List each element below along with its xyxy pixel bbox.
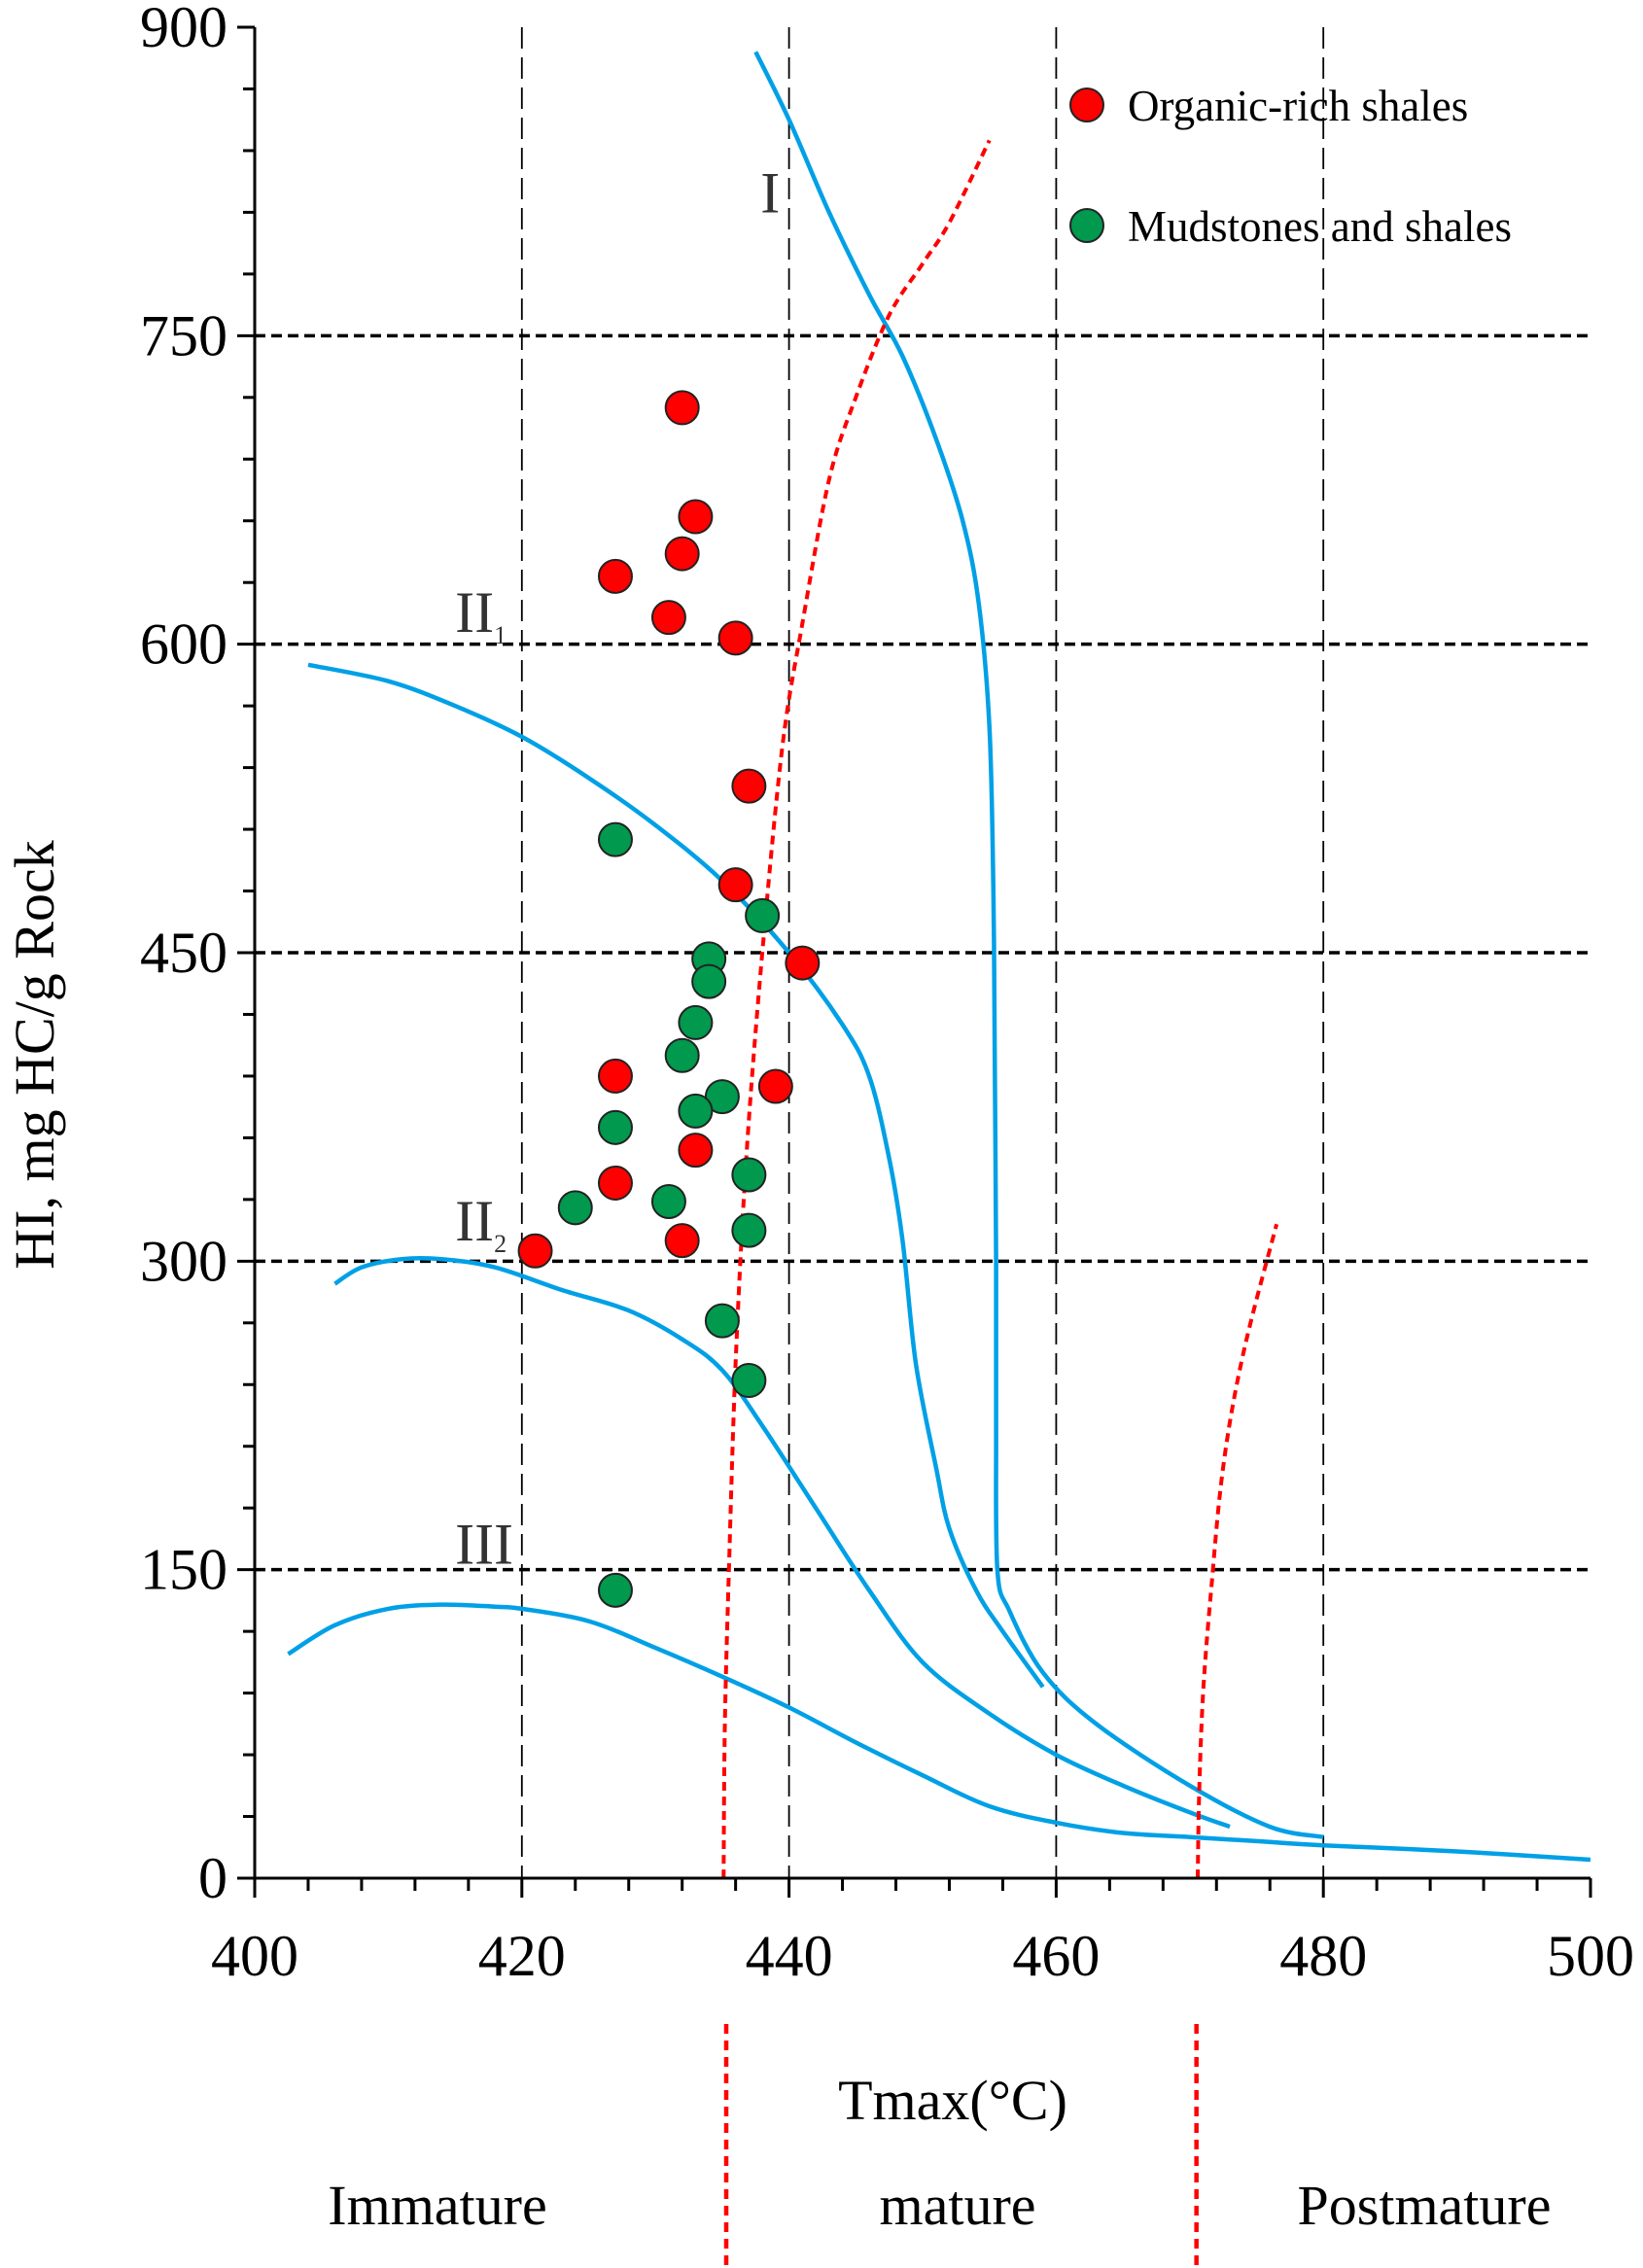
type-curve-II2 [333, 1255, 1231, 1830]
point-organic-rich-shales [731, 768, 767, 804]
zone-label-mature: mature [879, 2174, 1035, 2237]
x-tick-label: 480 [1279, 1924, 1367, 1988]
point-mudstones-and-shales [678, 1093, 714, 1129]
y-tick-label: 0 [198, 1846, 227, 1910]
type-curve-III [287, 1602, 1591, 1863]
point-mudstones-and-shales [745, 897, 781, 933]
legend-label: Mudstones and shales [1128, 202, 1512, 251]
legend: Organic-rich shales Mudstones and shales [1069, 82, 1512, 251]
point-mudstones-and-shales [704, 1303, 740, 1339]
legend-marker [1069, 87, 1104, 122]
data-points [517, 390, 821, 1608]
point-organic-rich-shales [717, 620, 753, 656]
point-organic-rich-shales [597, 1058, 633, 1094]
point-organic-rich-shales [597, 558, 633, 594]
zone-label-postmature: Postmature [1298, 2174, 1552, 2237]
curve-label-I: I [760, 160, 780, 225]
point-organic-rich-shales [664, 390, 700, 426]
curve-label-II2: II2 [455, 1189, 507, 1258]
y-tick-label: 150 [140, 1538, 227, 1602]
point-mudstones-and-shales [557, 1190, 593, 1226]
point-organic-rich-shales [678, 1133, 714, 1169]
point-organic-rich-shales [650, 600, 686, 636]
type-curve-II1 [307, 662, 1045, 1689]
y-tick-label: 600 [140, 612, 227, 677]
point-organic-rich-shales [678, 499, 714, 535]
legend-label: Organic-rich shales [1128, 82, 1468, 130]
x-tick-label: 400 [211, 1924, 298, 1988]
point-mudstones-and-shales [678, 1004, 714, 1040]
point-mudstones-and-shales [650, 1183, 686, 1219]
point-organic-rich-shales [664, 1223, 700, 1259]
point-organic-rich-shales [664, 536, 700, 572]
y-tick-label: 450 [140, 921, 227, 985]
curve-label-II1: II1 [455, 580, 507, 649]
curve-label-III: III [455, 1512, 513, 1576]
maturity-boundary-curve [1196, 1223, 1279, 1879]
type-curve-I [753, 51, 1324, 1839]
y-tick-label: 300 [140, 1229, 227, 1293]
maturity-boundary-curve [721, 139, 992, 1879]
axes: 0 150 300 450 600 750 900 400 420 440 460 480 500 [140, 0, 1634, 1988]
y-tick-label: 750 [140, 303, 227, 367]
x-tick-label: 500 [1547, 1924, 1634, 1988]
point-organic-rich-shales [717, 867, 753, 903]
x-axis-label: Tmax(°C) [838, 2069, 1067, 2132]
x-tick-label: 420 [478, 1924, 566, 1988]
legend-marker [1069, 208, 1104, 243]
point-organic-rich-shales [785, 945, 821, 981]
point-mudstones-and-shales [597, 1109, 633, 1145]
x-tick-label: 460 [1012, 1924, 1100, 1988]
point-mudstones-and-shales [704, 1079, 740, 1115]
point-mudstones-and-shales [664, 1037, 700, 1073]
point-mudstones-and-shales [731, 1212, 767, 1248]
point-organic-rich-shales [597, 1165, 633, 1201]
y-tick-label: 900 [140, 0, 227, 59]
point-mudstones-and-shales [731, 1157, 767, 1193]
point-mudstones-and-shales [597, 1572, 633, 1608]
point-mudstones-and-shales [691, 963, 727, 999]
point-organic-rich-shales [517, 1233, 553, 1269]
point-mudstones-and-shales [597, 821, 633, 857]
point-mudstones-and-shales [731, 1363, 767, 1399]
x-tick-label: 440 [746, 1924, 833, 1988]
y-axis-label: HI, mg HC/g Rock [3, 840, 66, 1269]
curve-label-subscript: 1 [494, 621, 507, 649]
maturity-zone-row: Immature mature Postmature [328, 2174, 1551, 2237]
curve-label-subscript: 2 [494, 1230, 507, 1258]
point-organic-rich-shales [757, 1068, 793, 1104]
type-curves [287, 51, 1591, 1863]
grid-lines [255, 27, 1591, 1878]
zone-label-immature: Immature [328, 2174, 546, 2237]
maturity-boundary-lines [721, 139, 1279, 2268]
